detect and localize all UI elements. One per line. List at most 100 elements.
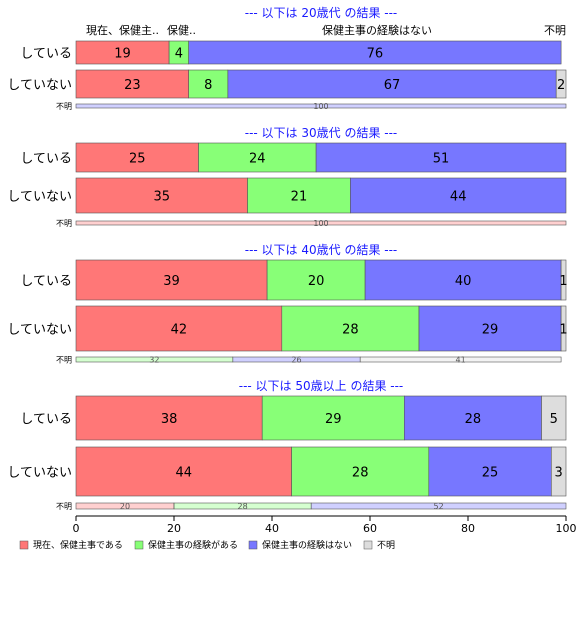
legend-label: 保健主事の経験がある [148,539,238,551]
row-label: している [20,412,72,427]
panel-title: --- 以下は 30歳代 の結果 --- [245,126,398,140]
data-label: 51 [433,152,450,167]
bar-segment [75,446,292,497]
data-label: 19 [114,47,131,62]
data-label: 100 [313,219,328,228]
data-label: 52 [434,502,444,511]
data-label: 44 [176,466,193,481]
x-tick-label: 20 [167,522,181,535]
bar-segment [403,395,542,441]
row-label: していない [7,190,72,205]
x-tick-label: 60 [363,522,377,535]
bar-segment [560,305,567,352]
data-label: 40 [455,274,472,289]
data-label: 28 [342,323,359,338]
bar-segment [75,177,248,214]
bar-segment [75,103,567,109]
data-label: 24 [249,152,266,167]
bar-segment [247,177,351,214]
bar-segment [418,305,562,352]
data-label: 20 [308,274,325,289]
header-label: 現在、保健主.. [86,23,159,37]
legend-swatch [363,540,373,550]
bar-segment [198,142,317,173]
bar-segment [227,69,557,99]
bar-segment [75,395,263,441]
bar-segment [281,305,420,352]
data-label: 2 [557,78,565,93]
row-label: していない [7,323,72,338]
legend-label: 現在、保健主事である [33,539,123,551]
row-label: していない [7,78,72,93]
data-label: 32 [149,356,159,365]
header-label: 保健.. [167,23,196,37]
bar-segment [560,259,567,301]
row-label: している [20,274,72,289]
bar-segment [261,395,405,441]
header-label: 不明 [544,24,566,37]
bar-segment [315,142,567,173]
data-label: 44 [450,190,467,205]
data-label: 76 [367,47,384,62]
bar-segment [188,69,229,99]
bar-segment [359,356,562,363]
bar-segment [188,40,562,65]
data-label: 8 [204,78,212,93]
bar-segment [75,220,567,226]
data-label: 5 [550,412,558,427]
legend-swatch [248,540,258,550]
header-label: 保健主事の経験はない [322,23,432,37]
bar-segment [266,259,366,301]
row-label: 不明 [56,219,72,228]
bar-segment [310,502,567,510]
data-label: 1 [559,323,567,338]
bar-segment [291,446,430,497]
legend-label: 保健主事の経験はない [262,539,352,551]
data-label: 29 [325,412,342,427]
data-label: 20 [120,502,130,511]
data-label: 35 [153,190,170,205]
data-label: 1 [559,274,567,289]
data-label: 28 [352,466,369,481]
data-label: 4 [175,47,183,62]
data-label: 28 [465,412,482,427]
legend-label: 不明 [377,540,395,551]
data-label: 28 [238,502,248,511]
x-tick-label: 0 [73,522,80,535]
row-label: 不明 [56,102,72,111]
legend-swatch [19,540,29,550]
bar-segment [555,69,567,99]
data-label: 3 [555,466,563,481]
data-label: 29 [482,323,499,338]
bar-segment [75,305,283,352]
data-label: 67 [384,78,401,93]
x-tick-label: 80 [461,522,475,535]
panel-title: --- 以下は 20歳代 の結果 --- [245,6,398,20]
row-label: していない [7,466,72,481]
row-label: している [20,152,72,167]
bar-segment [350,177,567,214]
panel-title: --- 以下は 50歳以上 の結果 --- [239,379,404,393]
data-label: 41 [456,356,466,365]
x-tick-label: 100 [556,522,577,535]
bar-segment [541,395,567,441]
bar-segment [550,446,567,497]
legend-swatch [134,540,144,550]
data-label: 26 [291,356,301,365]
data-label: 100 [313,102,328,111]
bar-segment [75,259,268,301]
data-label: 39 [163,274,180,289]
data-label: 42 [171,323,188,338]
data-label: 23 [124,78,141,93]
row-label: 不明 [56,502,72,511]
data-label: 25 [482,466,499,481]
row-label: 不明 [56,356,72,365]
data-label: 21 [291,190,308,205]
data-label: 25 [129,152,146,167]
row-label: している [20,47,72,62]
bar-segment [364,259,562,301]
bar-segment [428,446,552,497]
x-tick-label: 40 [265,522,279,535]
